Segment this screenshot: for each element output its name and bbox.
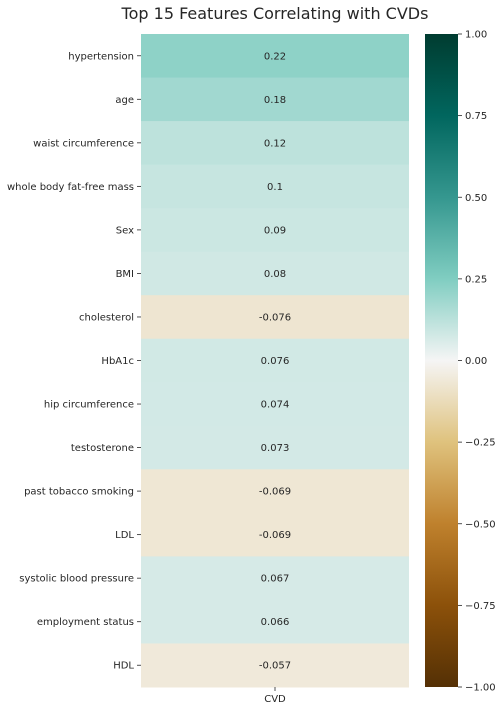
chart-title: Top 15 Features Correlating with CVDs	[121, 4, 429, 23]
cell-value-label: 0.073	[261, 443, 290, 454]
y-tick-label: hypertension	[68, 51, 134, 62]
y-tick-label: employment status	[37, 617, 134, 628]
colorbar-gradient	[425, 34, 458, 687]
cell-value-label: 0.08	[264, 269, 286, 280]
heatmap-cell	[141, 556, 409, 601]
heatmap-cell	[141, 164, 409, 209]
heatmap-cell	[141, 34, 409, 79]
heatmap-cell	[141, 121, 409, 166]
cell-value-label: 0.076	[261, 356, 290, 367]
x-tick-label: CVD	[264, 694, 286, 705]
heatmap-cell	[141, 643, 409, 688]
colorbar-tick-label: −0.50	[465, 519, 496, 530]
cell-value-label: -0.069	[259, 530, 291, 541]
cell-value-label: -0.069	[259, 487, 291, 498]
y-tick-label: hip circumference	[44, 400, 134, 411]
y-tick-label: systolic blood pressure	[19, 574, 134, 585]
cell-value-label: 0.074	[261, 400, 290, 411]
heatmap-cell	[141, 512, 409, 557]
heatmap-cell	[141, 599, 409, 644]
heatmap-cell	[141, 77, 409, 122]
y-tick-label: LDL	[115, 530, 134, 541]
y-tick-label: HbA1c	[101, 356, 134, 367]
cell-value-label: 0.067	[261, 574, 290, 585]
heatmap-cell	[141, 425, 409, 470]
y-tick-label: whole body fat-free mass	[7, 182, 134, 193]
colorbar: 1.00 0.75 0.50 0.25 0.00 −0.25 −0.50 −0.75 −1.00	[425, 30, 496, 694]
heatmap-cell	[141, 295, 409, 340]
y-tick-label: past tobacco smoking	[24, 487, 134, 498]
heatmap-cell	[141, 338, 409, 383]
colorbar-tick-label: 0.25	[465, 274, 487, 285]
cell-value-label: -0.057	[259, 661, 291, 672]
y-tick-label: Sex	[116, 225, 134, 236]
cell-value-label: 0.09	[264, 225, 286, 236]
heatmap-cell	[141, 382, 409, 427]
heatmap-cell	[141, 251, 409, 296]
heatmap-cells: 0.22 0.18 0.12 0.1 0.09 0.08 -0.076 0.076 0.074 0…	[141, 34, 409, 688]
y-tick-label: testosterone	[71, 443, 134, 454]
y-tick-label: waist circumference	[33, 138, 134, 149]
colorbar-tick-label: −0.25	[465, 438, 496, 449]
heatmap-cell	[141, 208, 409, 253]
y-tick-label: cholesterol	[79, 312, 134, 323]
colorbar-tick-label: 0.00	[465, 356, 487, 367]
cell-value-label: 0.12	[264, 138, 286, 149]
y-tick-label: HDL	[113, 661, 134, 672]
y-tick-label: BMI	[116, 269, 134, 280]
colorbar-tick-label: 0.50	[465, 193, 487, 204]
colorbar-tick-label: 0.75	[465, 111, 487, 122]
colorbar-tick-label: −1.00	[465, 683, 496, 694]
cell-value-label: 0.1	[267, 182, 283, 193]
cell-value-label: 0.22	[264, 51, 286, 62]
cell-value-label: -0.076	[259, 312, 291, 323]
colorbar-tick-label: −0.75	[465, 601, 496, 612]
cell-value-label: 0.18	[264, 95, 286, 106]
y-tick-label: age	[115, 95, 134, 106]
cell-value-label: 0.066	[261, 617, 290, 628]
row-labels: hypertension age waist circumference whole …	[7, 51, 141, 672]
heatmap-cell	[141, 469, 409, 514]
colorbar-tick-label: 1.00	[465, 30, 487, 41]
column-labels: CVD	[264, 687, 286, 705]
